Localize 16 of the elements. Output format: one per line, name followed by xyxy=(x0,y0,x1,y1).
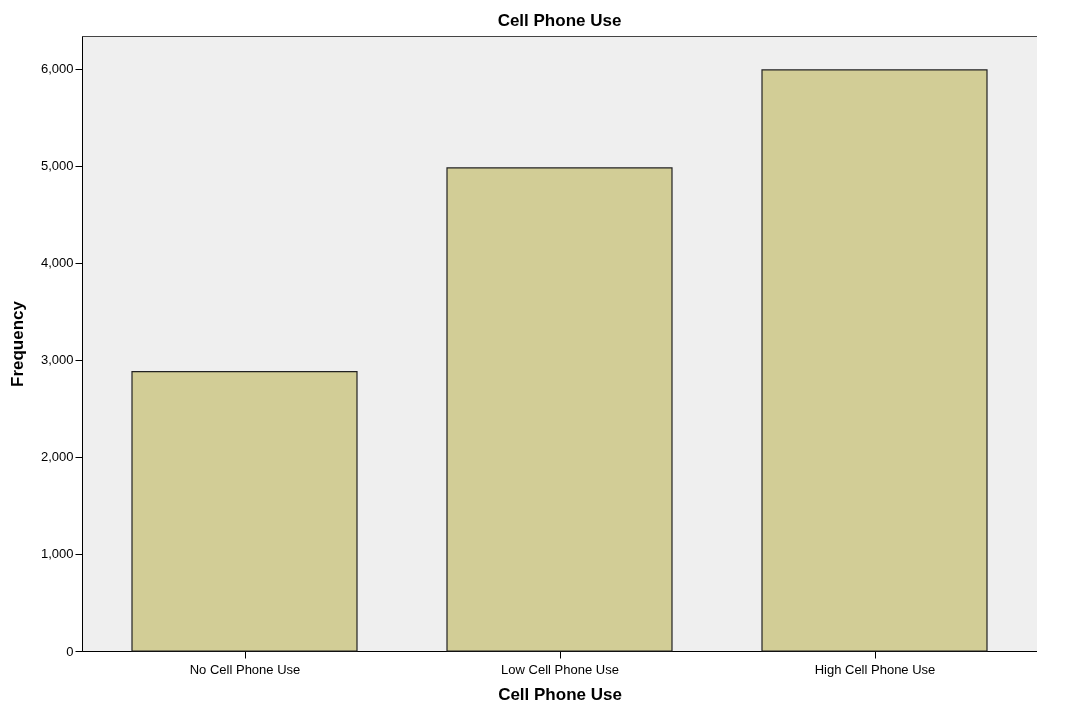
y-axis-title: Frequency xyxy=(7,300,27,387)
y-tick-label: 1,000 xyxy=(40,546,74,562)
bar xyxy=(446,167,673,652)
bar xyxy=(131,371,358,652)
x-tick-label: Low Cell Phone Use xyxy=(501,661,619,677)
y-tick-label: 5,000 xyxy=(40,158,74,174)
bar xyxy=(761,69,988,652)
x-tick-label: High Cell Phone Use xyxy=(814,661,936,677)
y-tick-label: 2,000 xyxy=(40,449,74,465)
x-axis-title: Cell Phone Use xyxy=(498,684,622,704)
chart-title: Cell Phone Use xyxy=(497,11,622,30)
x-tick-label: No Cell Phone Use xyxy=(189,661,301,677)
y-tick-label: 6,000 xyxy=(40,61,74,77)
y-tick-label: 3,000 xyxy=(40,352,74,368)
y-tick-label: 0 xyxy=(66,643,74,659)
y-tick-label: 4,000 xyxy=(40,255,74,271)
